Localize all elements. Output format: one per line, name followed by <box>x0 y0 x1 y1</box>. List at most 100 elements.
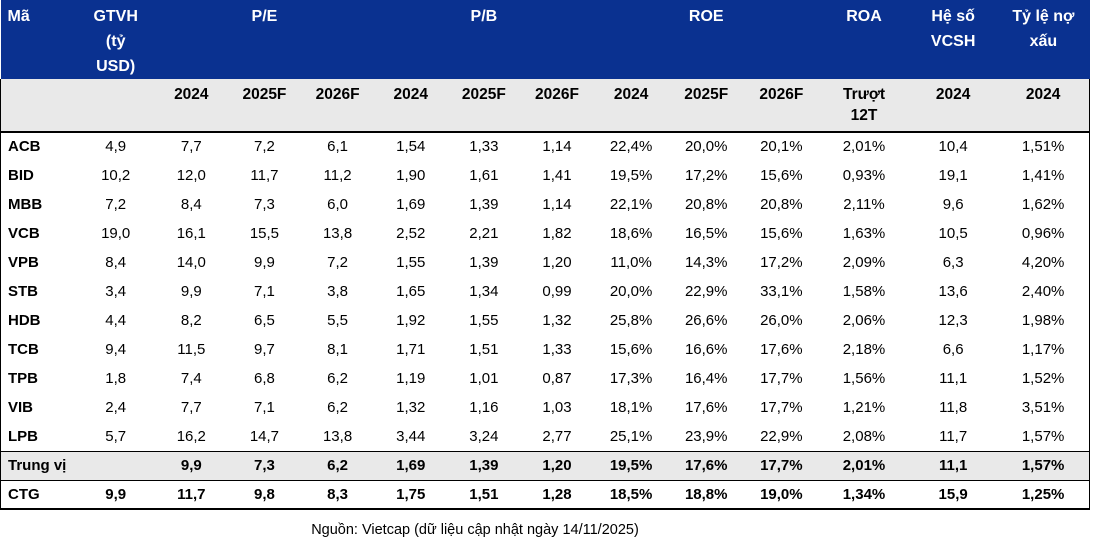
value-cell-roe-2026f-hdb: 26,0% <box>760 311 803 329</box>
value-cell-roe-2025f-mbb: 20,8% <box>684 195 728 213</box>
value-cell-t-l-n-x-u-2024-bid: 1,41% <box>997 161 1091 191</box>
value-cell-roe-2024-lpb: 25,1% <box>609 427 653 445</box>
value-cell-roe-2024-tcb: 15,6% <box>609 340 653 358</box>
value-cell-h-s-vcsh-2024-lpb: 11,7 <box>939 427 968 445</box>
ticker-cell-hdb: HDB <box>0 306 77 336</box>
subheader-empty-1 <box>76 79 155 134</box>
value-cell-roa-tr-t-12t-ctg: 1,34% <box>818 480 910 511</box>
subheader-2024-8: 2024 <box>593 79 669 134</box>
value-cell-p-e-2024-vcb: 16,1 <box>176 224 206 242</box>
value-cell-roa-tr-t-12t-vib: 1,21% <box>842 398 886 416</box>
value-cell-p-b-2024-vib: 1,32 <box>396 398 426 416</box>
value-cell-p-e-2025f-vpb: 9,9 <box>254 253 275 271</box>
value-cell-t-l-n-x-u-2024-ctg: 1,25% <box>997 480 1091 511</box>
subheader-2024-2: 2024 <box>154 79 228 134</box>
value-cell-roe-2024-vib: 18,1% <box>609 398 653 416</box>
value-cell-p-e-2024-bid: 12,0 <box>176 166 206 184</box>
value-cell-h-s-vcsh-2024-ctg: 15,9 <box>909 480 998 511</box>
value-cell-gtvh-t-usd-tpb: 1,8 <box>105 369 127 387</box>
value-cell-p-b-2024-vpb: 1,55 <box>396 253 426 271</box>
value-cell-p-b-2025f-ctg: 1,51 <box>447 480 521 511</box>
table-row-stb: STB 3,4 9,9 7,1 3,8 1,65 1,34 0,99 20,0% 22,9% 33,… <box>0 277 1091 307</box>
table-row-vcb: VCB 19,0 16,1 15,5 13,8 2,52 2,21 1,82 18,6% 16,5… <box>0 219 1091 249</box>
value-cell-roe-2024-stb: 20,0% <box>609 282 653 300</box>
subheader-empty-0 <box>0 79 77 134</box>
value-cell-p-b-2024-vcb: 2,52 <box>396 224 426 242</box>
value-cell-roa-tr-t-12t-hdb: 2,06% <box>842 311 886 329</box>
value-cell-p-b-2025f-hdb: 1,55 <box>469 311 499 329</box>
value-cell-roa-tr-t-12t-mbb: 2,11% <box>843 195 885 213</box>
table-row-lpb: LPB 5,7 16,2 14,7 13,8 3,44 3,24 2,77 25,1% 23,9%… <box>0 422 1091 452</box>
value-cell-roe-2025f-tcb: 16,6% <box>684 340 728 358</box>
value-cell-p-e-2024-stb: 9,9 <box>180 282 202 300</box>
value-cell-h-s-vcsh-2024-acb: 10,4 <box>938 138 968 156</box>
value-cell-p-e-2026f-vcb: 13,8 <box>322 224 353 242</box>
value-cell-t-l-n-x-u-2024-stb: 2,40% <box>997 277 1091 307</box>
value-cell-roe-2024-vpb: 11,0% <box>610 253 652 271</box>
source-note: Nguồn: Vietcap (dữ liệu cập nhật ngày 14… <box>311 522 639 539</box>
value-cell-p-b-2024-lpb: 3,44 <box>396 427 426 445</box>
ticker-cell-tcb: TCB <box>0 335 77 365</box>
value-cell-h-s-vcsh-2024-vpb: 6,3 <box>942 253 964 271</box>
table-row-vpb: VPB 8,4 14,0 9,9 7,2 1,55 1,39 1,20 11,0% 14,3% 17… <box>0 248 1091 278</box>
subheader-tr-t-12t-11: Trượt 12T <box>818 79 910 134</box>
header-group-row: Mã GTVH (tỷ USD) P/E P/B ROE ROA Hệ số VCSH Tỷ … <box>0 0 1090 80</box>
value-cell-p-e-2024-lpb: 16,2 <box>176 427 206 445</box>
value-cell-p-b-2025f-stb: 1,34 <box>469 282 499 300</box>
value-cell-p-b-2025f-tpb: 1,01 <box>469 369 499 387</box>
value-cell-gtvh-t-usd-lpb: 5,7 <box>105 427 127 445</box>
value-cell-gtvh-t-usd-acb: 4,9 <box>105 138 127 156</box>
value-cell-roe-2025f-hdb: 26,6% <box>684 311 728 329</box>
value-cell-p-e-2025f-ctg: 9,8 <box>227 480 301 511</box>
value-cell-p-b-2025f-acb: 1,33 <box>469 138 499 156</box>
value-cell-p-b-2026f-acb: 1,14 <box>542 138 572 156</box>
value-cell-roe-2024-mbb: 22,1% <box>609 195 653 213</box>
table-body: ACB 4,9 7,7 7,2 6,1 1,54 1,33 1,14 22,4% 20,0% 20,… <box>0 132 1091 511</box>
value-cell-p-b-2024-hdb: 1,92 <box>396 311 426 329</box>
table-row-mbb: MBB 7,2 8,4 7,3 6,0 1,69 1,39 1,14 22,1% 20,8% 20,… <box>0 190 1091 220</box>
value-cell-roe-2025f-lpb: 23,9% <box>684 427 728 445</box>
value-cell-p-b-2026f-tpb: 0,87 <box>542 369 572 387</box>
value-cell-p-e-2026f-vpb: 7,2 <box>327 253 348 271</box>
value-cell-gtvh-t-usd-vpb: 8,4 <box>105 253 127 271</box>
value-cell-p-e-2026f-mbb: 6,0 <box>327 195 348 213</box>
value-cell-t-l-n-x-u-2024-lpb: 1,57% <box>997 422 1091 452</box>
value-cell-p-e-2026f-acb: 6,1 <box>327 138 348 156</box>
value-cell-p-b-2026f-ctg: 1,28 <box>520 480 594 511</box>
value-cell-roe-2025f-trung-v: 17,6% <box>668 450 744 481</box>
value-cell-roa-tr-t-12t-tpb: 1,56% <box>842 369 886 387</box>
ticker-cell-vib: VIB <box>0 393 77 423</box>
column-group-roe: ROE <box>593 0 819 80</box>
subheader-2025f-3: 2025F <box>227 79 301 134</box>
value-cell-roe-2026f-ctg: 19,0% <box>743 480 819 511</box>
column-group-h-s: Hệ số VCSH <box>909 0 998 80</box>
table-row-tcb: TCB 9,4 11,5 9,7 8,1 1,71 1,51 1,33 15,6% 16,6% 17… <box>0 335 1091 365</box>
value-cell-roe-2026f-bid: 15,6% <box>760 166 803 184</box>
value-cell-h-s-vcsh-2024-bid: 19,1 <box>938 166 968 184</box>
value-cell-p-e-2024-tcb: 11,5 <box>177 340 206 358</box>
value-cell-p-b-2026f-tcb: 1,33 <box>542 340 572 358</box>
value-cell-roe-2025f-stb: 22,9% <box>684 282 728 300</box>
value-cell-roe-2025f-bid: 17,2% <box>684 166 728 184</box>
value-cell-gtvh-t-usd-mbb: 7,2 <box>105 195 127 213</box>
value-cell-t-l-n-x-u-2024-acb: 1,51% <box>997 132 1091 162</box>
ticker-cell-tpb: TPB <box>0 364 77 394</box>
value-cell-t-l-n-x-u-2024-mbb: 1,62% <box>997 190 1091 220</box>
value-cell-gtvh-t-usd-tcb: 9,4 <box>105 340 127 358</box>
table-row-vib: VIB 2,4 7,7 7,1 6,2 1,32 1,16 1,03 18,1% 17,6% 17,… <box>0 393 1091 423</box>
value-cell-roe-2026f-acb: 20,1% <box>760 138 803 156</box>
value-cell-roe-2026f-trung-v: 17,7% <box>743 450 819 481</box>
value-cell-h-s-vcsh-2024-hdb: 12,3 <box>938 311 968 329</box>
value-cell-h-s-vcsh-2024-tpb: 11,1 <box>939 369 968 387</box>
column-group-p-e: P/E <box>154 0 375 80</box>
value-cell-h-s-vcsh-2024-vib: 11,8 <box>939 398 968 416</box>
value-cell-p-b-2026f-hdb: 1,32 <box>542 311 572 329</box>
subheader-2024-12: 2024 <box>909 79 998 134</box>
ticker-cell-lpb: LPB <box>0 422 77 452</box>
value-cell-gtvh-t-usd-bid: 10,2 <box>101 166 131 184</box>
value-cell-t-l-n-x-u-2024-trung-v: 1,57% <box>997 450 1091 481</box>
value-cell-roa-tr-t-12t-trung-v: 2,01% <box>818 450 910 481</box>
value-cell-p-b-2026f-stb: 0,99 <box>542 282 572 300</box>
value-cell-p-e-2024-ctg: 11,7 <box>154 480 228 511</box>
column-group-gtvh: GTVH (tỷ USD) <box>76 0 155 80</box>
